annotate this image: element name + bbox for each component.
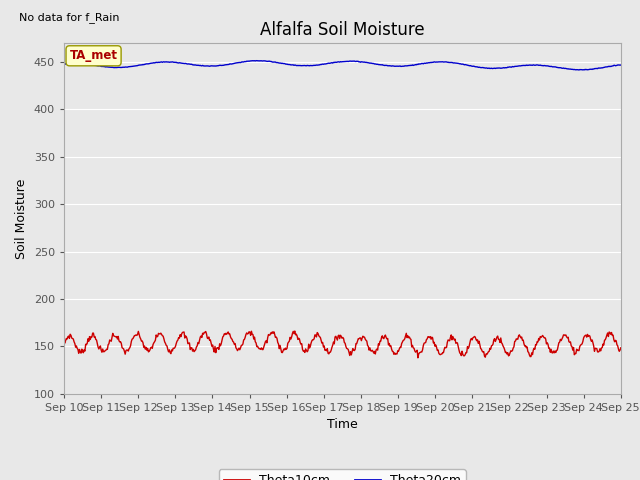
Title: Alfalfa Soil Moisture: Alfalfa Soil Moisture	[260, 21, 425, 39]
Text: No data for f_Rain: No data for f_Rain	[19, 12, 120, 23]
Text: TA_met: TA_met	[70, 49, 118, 62]
Y-axis label: Soil Moisture: Soil Moisture	[15, 178, 28, 259]
X-axis label: Time: Time	[327, 418, 358, 431]
Legend: Theta10cm, Theta20cm: Theta10cm, Theta20cm	[219, 469, 466, 480]
